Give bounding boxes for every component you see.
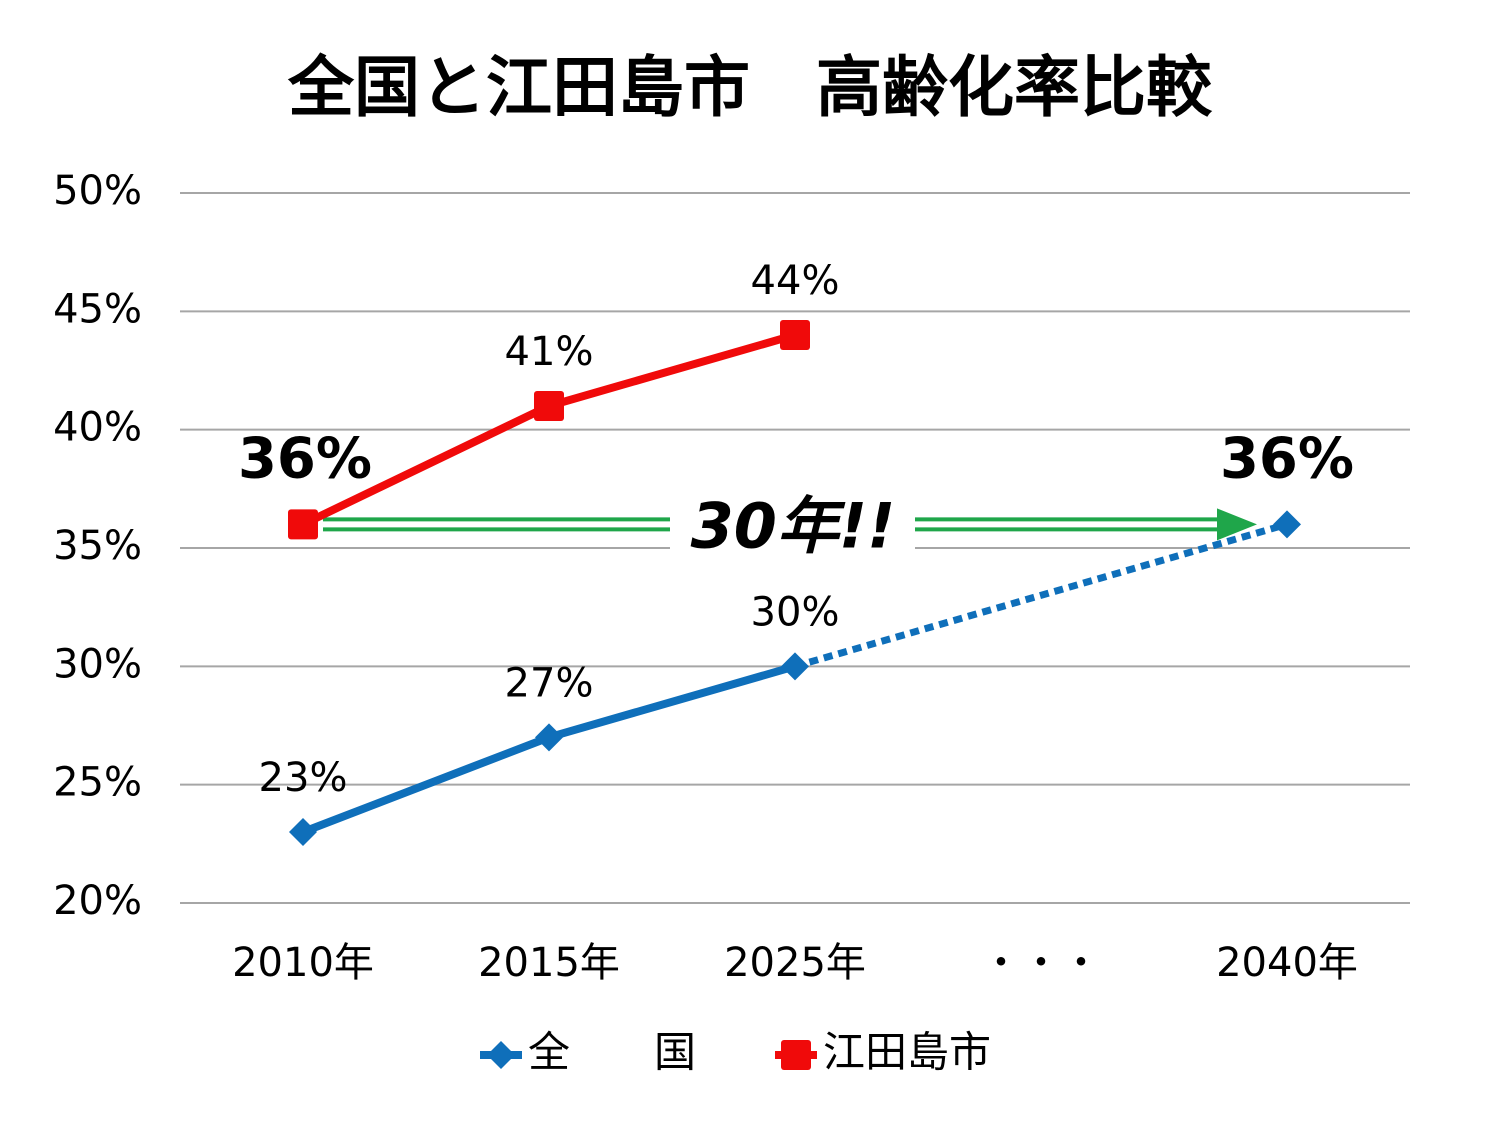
data-label: 36% [238, 426, 372, 491]
y-tick-label: 35% [53, 523, 142, 569]
marker [288, 509, 318, 540]
x-tick-label: 2010年 [232, 940, 374, 986]
data-label: 30% [751, 589, 840, 635]
x-tick-label: ・・・ [981, 940, 1101, 986]
x-tick-label: 2040年 [1216, 940, 1358, 986]
y-tick-label: 30% [53, 641, 142, 687]
marker [534, 391, 564, 421]
data-label: 36% [1220, 426, 1354, 491]
x-tick-label: 2015年 [478, 940, 620, 986]
data-label: 23% [259, 755, 348, 801]
projection-line [794, 520, 1288, 670]
x-tick-label: 2025年 [724, 940, 866, 986]
legend-item: 江田島市 [775, 1028, 991, 1077]
data-label: 27% [505, 660, 594, 706]
y-tick-label: 25% [53, 760, 142, 806]
legend-item: 全 国 [480, 1028, 696, 1077]
y-tick-label: 50% [53, 168, 142, 214]
y-tick-label: 45% [53, 286, 142, 332]
data-label: 44% [751, 258, 840, 304]
legend-label: 江田島市 [823, 1028, 991, 1077]
chart-title: 全国と江田島市 高齢化率比較 [287, 49, 1213, 126]
legend-label: 全 国 [528, 1028, 696, 1077]
marker [289, 818, 317, 846]
marker [1273, 510, 1301, 539]
annotation-bg [670, 484, 915, 565]
marker [781, 652, 809, 681]
data-label: 41% [505, 329, 594, 375]
annotation-arrowhead [1217, 508, 1257, 541]
y-tick-label: 40% [53, 405, 142, 451]
legend-marker [487, 1041, 515, 1069]
marker [535, 723, 563, 752]
annotation: 30年!! [691, 489, 896, 562]
legend-marker [781, 1040, 811, 1070]
y-tick-label: 20% [53, 878, 142, 924]
marker [780, 320, 810, 350]
